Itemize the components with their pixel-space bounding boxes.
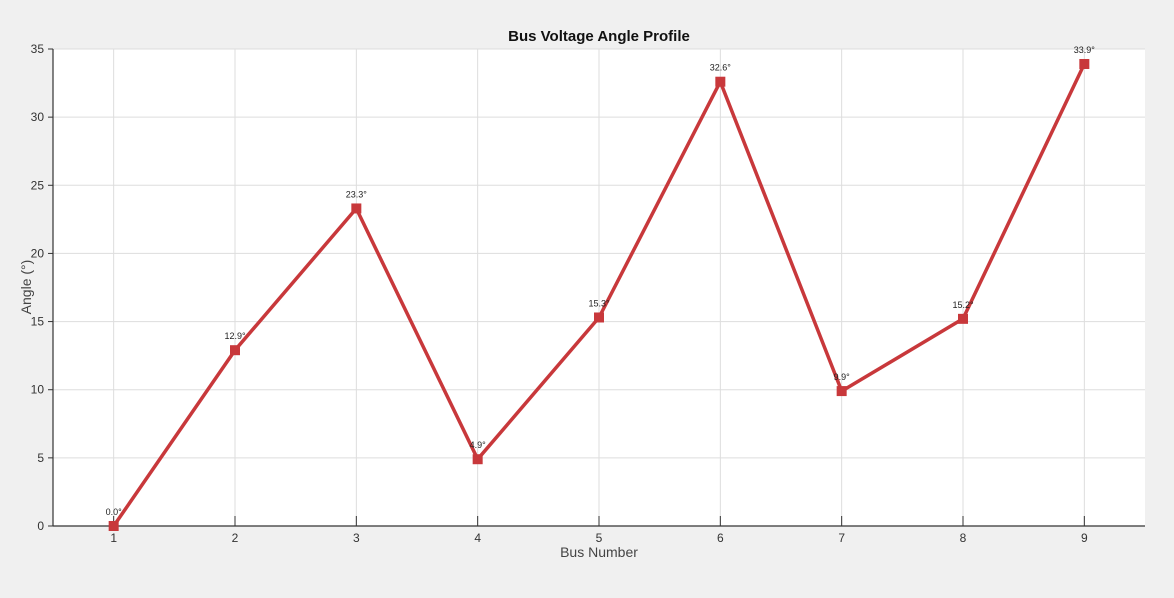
x-tick-label: 5 bbox=[596, 531, 603, 545]
data-point-marker bbox=[594, 312, 604, 323]
data-point-label: 4.9° bbox=[470, 440, 487, 450]
y-tick-label: 15 bbox=[31, 315, 45, 329]
data-point-marker bbox=[108, 521, 119, 531]
x-tick-label: 6 bbox=[717, 531, 724, 545]
y-tick-label: 10 bbox=[31, 383, 45, 397]
chart-title: Bus Voltage Angle Profile bbox=[508, 28, 690, 45]
data-point-label: 33.9° bbox=[1074, 45, 1096, 55]
x-tick-label: 7 bbox=[838, 531, 845, 545]
data-point-label: 23.3° bbox=[346, 189, 368, 199]
data-point-marker bbox=[958, 313, 968, 324]
x-axis-label: Bus Number bbox=[560, 544, 638, 560]
y-tick-label: 0 bbox=[37, 519, 44, 533]
x-tick-label: 2 bbox=[232, 531, 239, 545]
y-tick-label: 5 bbox=[37, 451, 44, 465]
x-tick-label: 9 bbox=[1081, 531, 1088, 545]
data-point-marker bbox=[715, 76, 726, 87]
data-labels: 0.0° 12.9° 23.3° 4.9° 15.3° 32.6° 9.9° 15.2° 33.… bbox=[106, 45, 1096, 517]
x-tick-label: 1 bbox=[110, 531, 117, 545]
data-point-label: 32.6° bbox=[710, 63, 732, 73]
data-point-label: 12.9° bbox=[224, 331, 246, 341]
x-tick-label: 3 bbox=[353, 531, 360, 545]
x-tick-label: 8 bbox=[960, 531, 967, 545]
data-point-marker bbox=[230, 345, 240, 356]
x-tick-label: 4 bbox=[474, 531, 481, 545]
data-point-marker bbox=[472, 454, 483, 465]
y-axis-label: Angle (°) bbox=[18, 260, 34, 315]
y-tick-label: 35 bbox=[31, 42, 45, 56]
data-point-label: 15.3° bbox=[588, 298, 610, 308]
data-point-label: 0.0° bbox=[106, 507, 123, 517]
data-point-marker bbox=[1079, 58, 1090, 69]
y-tick-label: 30 bbox=[31, 110, 45, 124]
data-point-label: 15.2° bbox=[952, 300, 974, 310]
data-point-marker bbox=[836, 386, 847, 397]
data-point-marker bbox=[351, 203, 362, 214]
data-point-label: 9.9° bbox=[834, 372, 851, 382]
y-tick-label: 20 bbox=[31, 246, 45, 260]
y-tick-label: 25 bbox=[31, 178, 45, 192]
series bbox=[108, 58, 1090, 531]
grid bbox=[53, 48, 1145, 527]
axes: 0 5 10 15 20 25 30 35 1 2 3 4 5 6 7 8 9 bbox=[31, 42, 1145, 545]
